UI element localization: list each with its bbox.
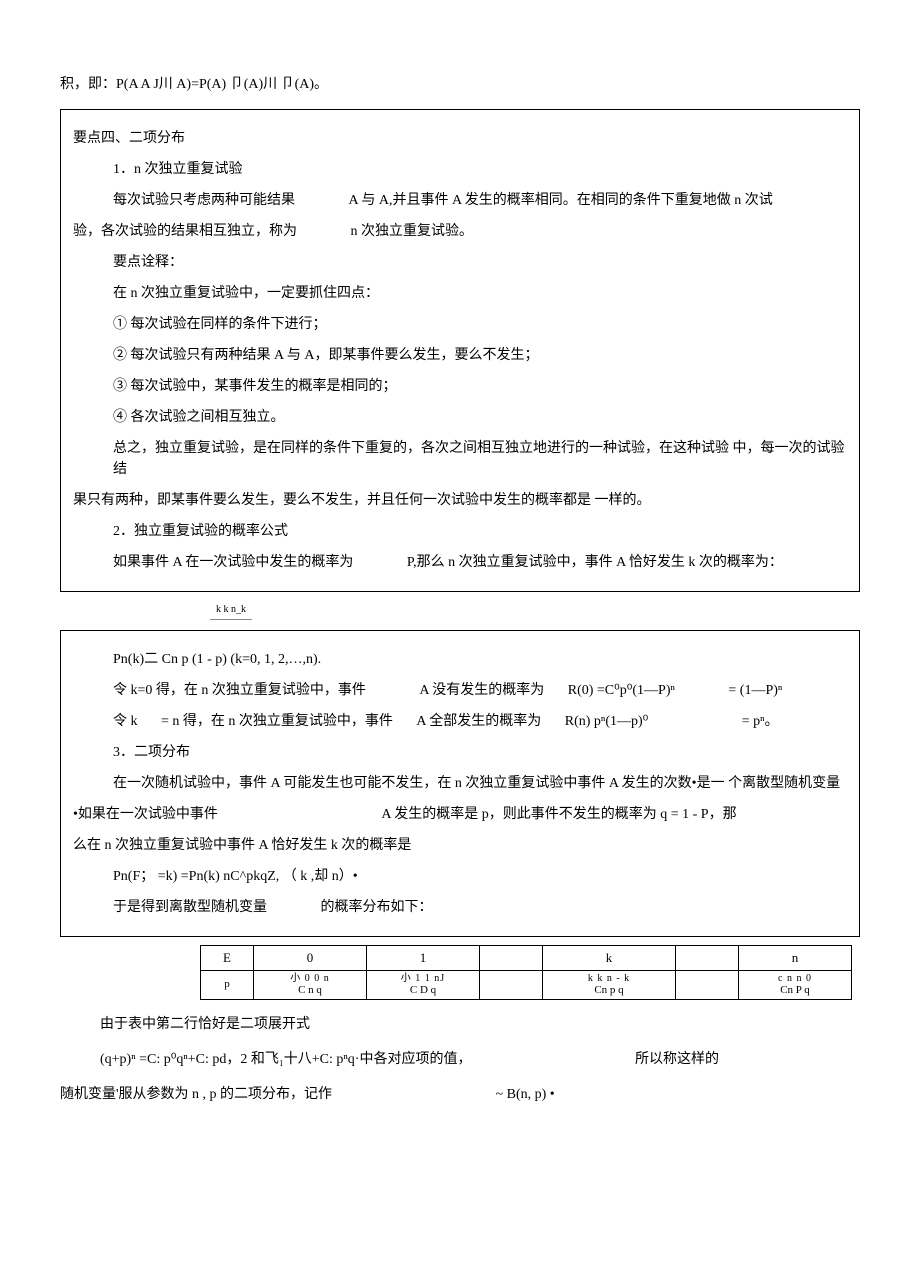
text: R(0) =C⁰p⁰(1—P)ⁿ [568, 683, 675, 698]
table-cell: k k n - kCn p q [543, 970, 676, 999]
para: 总之，独立重复试验，是在同样的条件下重复的，各次之间相互独立地进行的一种试验，在… [73, 438, 847, 480]
text: 如果事件 A 在一次试验中发生的概率为 [113, 555, 353, 570]
text: A 全部发生的概率为 [416, 714, 541, 729]
table-cell: 1 [367, 946, 480, 971]
text: P,那么 n 次独立重复试验中，事件 A 恰好发生 k 次的概率为： [407, 555, 783, 570]
text: ~ B(n, p) • [496, 1087, 555, 1102]
para: 在一次随机试验中，事件 A 可能发生也可能不发生，在 n 次独立重复试验中事件 … [73, 773, 847, 794]
text: 于是得到离散型随机变量 [113, 900, 267, 915]
para: •如果在一次试验中事件 A 发生的概率是 p，则此事件不发生的概率为 q = 1… [73, 804, 847, 825]
para: 验，各次试验的结果相互独立，称为 n 次独立重复试验。 [73, 221, 847, 242]
intro-line: 积，即：P(A A J川 A)=P(A) 卩(A)川 卩(A)。 [60, 74, 860, 95]
para: 于是得到离散型随机变量 的概率分布如下： [73, 897, 847, 918]
list-item: ④ 各次试验之间相互独立。 [73, 407, 847, 428]
table-cell: E [201, 946, 254, 971]
text: 的概率分布如下： [321, 900, 433, 915]
section-box-1: 要点四、二项分布 1．n 次独立重复试验 每次试验只考虑两种可能结果 A 与 A… [60, 109, 860, 592]
para: 么在 n 次独立重复试验中事件 A 恰好发生 k 次的概率是 [73, 835, 847, 856]
para: 每次试验只考虑两种可能结果 A 与 A,并且事件 A 发生的概率相同。在相同的条… [73, 190, 847, 211]
text: = (1—P)ⁿ [728, 683, 782, 698]
table-cell [676, 946, 739, 971]
text: 令 k=0 得，在 n 次独立重复试验中，事件 [113, 683, 366, 698]
table-cell: p [201, 970, 254, 999]
formula: 令 k = n 得，在 n 次独立重复试验中，事件 A 全部发生的概率为 R(n… [73, 711, 847, 732]
formula: 令 k=0 得，在 n 次独立重复试验中，事件 A 没有发生的概率为 R(0) … [73, 680, 847, 701]
list-item: ③ 每次试验中，某事件发生的概率是相同的； [73, 376, 847, 397]
table-cell: 小 0 0 nC n q [254, 970, 367, 999]
table-cell [480, 970, 543, 999]
distribution-table: E01 k n p小 0 0 nC n q小 1 1 nJC D q k k n - … [200, 945, 852, 1000]
text: 所以称这样的 [635, 1052, 719, 1067]
heading-3: 3．二项分布 [73, 742, 847, 763]
table-cell: k [543, 946, 676, 971]
section-title: 要点四、二项分布 [73, 128, 847, 149]
para: 要点诠释： [73, 252, 847, 273]
text: A 没有发生的概率为 [419, 683, 544, 698]
table-row: p小 0 0 nC n q小 1 1 nJC D q k k n - kCn p … [201, 970, 852, 999]
text: •如果在一次试验中事件 [73, 807, 218, 822]
text: n 次独立重复试验。 [351, 224, 474, 239]
text: 随机变量'服从参数为 n , p 的二项分布，记作 [60, 1087, 332, 1102]
table-cell: c n n 0Cn P q [739, 970, 852, 999]
para: 在 n 次独立重复试验中，一定要抓住四点： [73, 283, 847, 304]
table-cell [480, 946, 543, 971]
table-cell: 0 [254, 946, 367, 971]
text: = pⁿ。 [742, 714, 779, 729]
text: 验，各次试验的结果相互独立，称为 [73, 224, 297, 239]
superscript-fragment: k k n_k [60, 598, 860, 624]
table-row: E01 k n [201, 946, 852, 971]
para: 果只有两种，即某事件要么发生，要么不发生，并且任何一次试验中发生的概率都是 一样… [73, 490, 847, 511]
table-cell: n [739, 946, 852, 971]
list-item: ② 每次试验只有两种结果 A 与 A，即某事件要么发生，要么不发生； [73, 345, 847, 366]
table-cell: 小 1 1 nJC D q [367, 970, 480, 999]
text: A 与 A,并且事件 A 发生的概率相同。在相同的条件下重复地做 n 次试 [349, 193, 773, 208]
text: = n 得，在 n 次独立重复试验中，事件 [161, 714, 393, 729]
para: (q+p)ⁿ =C: p⁰qⁿ+C: pd，2 和飞₁十八+C: pⁿq·中各对… [60, 1049, 860, 1070]
document-page: 积，即：P(A A J川 A)=P(A) 卩(A)川 卩(A)。 要点四、二项分… [0, 0, 920, 1159]
table-cell [676, 970, 739, 999]
formula: Pn(F； =k) =Pn(k) nC^pkqZ, （ k ,却 n）• [73, 866, 847, 887]
text: (q+p)ⁿ =C: p⁰qⁿ+C: pd，2 和飞₁十八+C: pⁿq·中各对… [100, 1052, 471, 1067]
text: k k n_k [210, 602, 252, 620]
text: 每次试验只考虑两种可能结果 [113, 193, 295, 208]
para: 如果事件 A 在一次试验中发生的概率为 P,那么 n 次独立重复试验中，事件 A… [73, 552, 847, 573]
formula: Pn(k)二 Cn p (1 - p) (k=0, 1, 2,…,n). [73, 649, 847, 670]
section-box-2: Pn(k)二 Cn p (1 - p) (k=0, 1, 2,…,n). 令 k… [60, 630, 860, 937]
heading-2: 2．独立重复试验的概率公式 [73, 521, 847, 542]
para: 由于表中第二行恰好是二项展开式 [60, 1014, 860, 1035]
list-item: ① 每次试验在同样的条件下进行； [73, 314, 847, 335]
text: R(n) pⁿ(1—p)⁰ [565, 714, 649, 729]
heading-1: 1．n 次独立重复试验 [73, 159, 847, 180]
text: A 发生的概率是 p，则此事件不发生的概率为 q = 1 - P，那 [381, 807, 736, 822]
para: 随机变量'服从参数为 n , p 的二项分布，记作 ~ B(n, p) • [60, 1084, 860, 1105]
text: 令 k [113, 714, 138, 729]
